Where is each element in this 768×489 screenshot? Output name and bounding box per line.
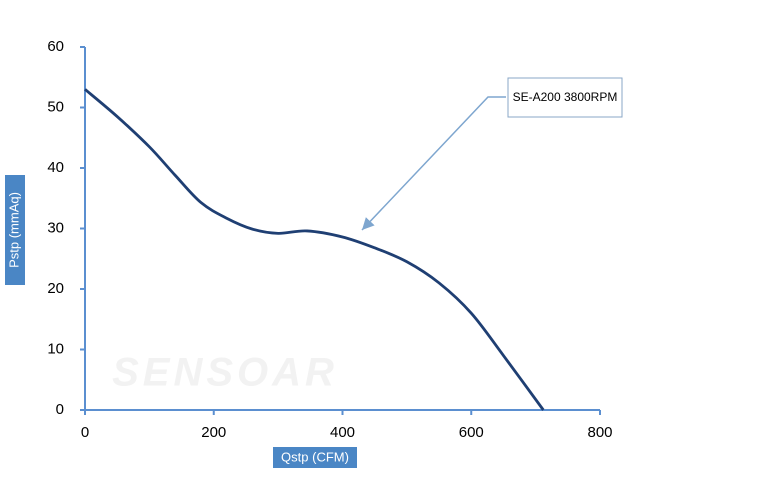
y-tick-label: 10 — [47, 340, 64, 357]
y-label-box — [5, 175, 25, 285]
series-line — [84, 88, 545, 411]
y-axis-title: Pstp (mmAq) — [5, 175, 25, 285]
watermark: SENSOAR — [112, 351, 338, 395]
x-axis-label: Qstp (CFM) — [281, 449, 349, 464]
y-tick-label: 0 — [56, 401, 64, 418]
x-tick-label: 800 — [587, 424, 612, 441]
annotation-arrow — [361, 96, 506, 231]
x-tick-label: 400 — [330, 424, 355, 441]
x-tick-label: 200 — [201, 424, 226, 441]
y-tick-label: 40 — [47, 159, 64, 176]
y-tick-label: 50 — [47, 98, 64, 115]
y-tick-label: 60 — [47, 38, 64, 55]
x-label-box — [273, 447, 357, 468]
x-tick-label: 0 — [81, 424, 89, 441]
y-tick-label: 20 — [47, 280, 64, 297]
annotation-box — [507, 77, 623, 118]
y-tick-label: 30 — [47, 219, 64, 236]
x-axis-title: Qstp (CFM) — [273, 447, 357, 468]
x-tick-label: 600 — [459, 424, 484, 441]
annotation: SE-A200 3800RPM — [513, 90, 618, 104]
y-axis-label: Pstp (mmAq) — [6, 192, 21, 268]
